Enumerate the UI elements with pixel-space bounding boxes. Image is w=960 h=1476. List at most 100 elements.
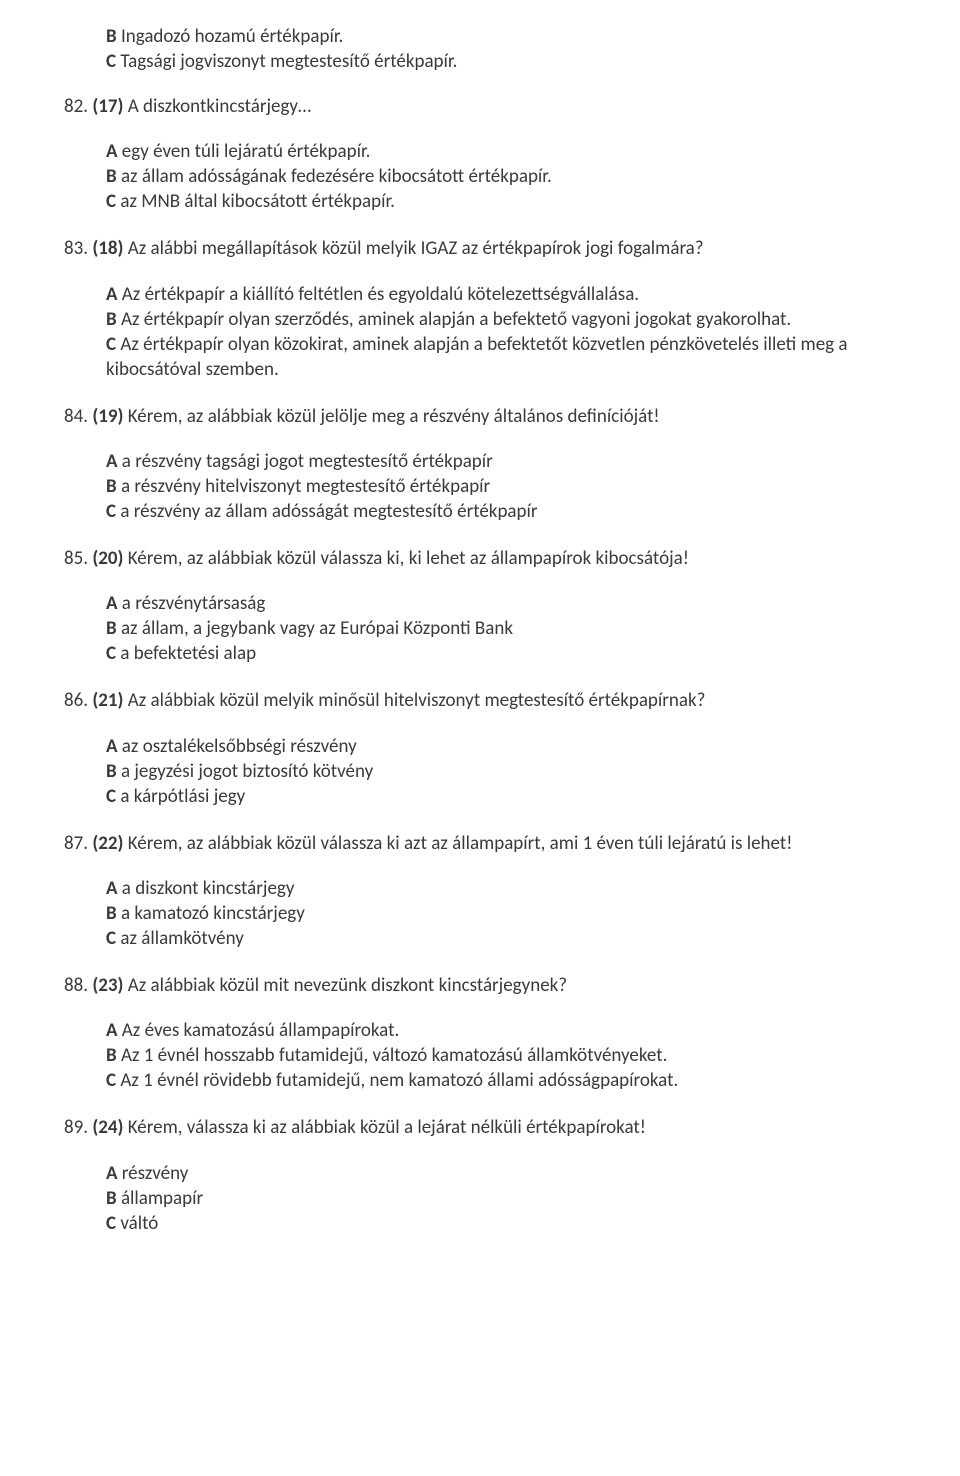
question-block: 87. (22) Kérem, az alábbiak közül válass…	[64, 831, 904, 951]
option-text: a részvénytársaság	[118, 592, 266, 615]
option-letter: C	[106, 1212, 116, 1235]
question-number: 83.	[64, 237, 92, 260]
question-text: Az alábbiak közül melyik minősül hitelvi…	[123, 689, 705, 712]
question-ref: (24)	[92, 1116, 123, 1139]
option-row: B állampapír	[106, 1186, 904, 1211]
question-number: 85.	[64, 547, 92, 570]
option-text: Az értékpapír a kiállító feltétlen és eg…	[118, 283, 640, 306]
option-row: C Az értékpapír olyan közokirat, aminek …	[106, 332, 904, 382]
option-row: B a jegyzési jogot biztosító kötvény	[106, 759, 904, 784]
option-row: B a kamatozó kincstárjegy	[106, 901, 904, 926]
option-text: részvény	[118, 1162, 189, 1185]
question-text: Az alábbi megállapítások közül melyik IG…	[123, 237, 703, 260]
question-text: Kérem, az alábbiak közül válassza ki, ki…	[123, 547, 688, 570]
options: A a részvénytársaságB az állam, a jegyba…	[106, 591, 904, 666]
question-text: Kérem, az alábbiak közül válassza ki azt…	[123, 832, 792, 855]
option-text: az államkötvény	[116, 927, 244, 950]
option-text: a részvény az állam adósságát megtestesí…	[116, 500, 537, 523]
question-text: Kérem, válassza ki az alábbiak közül a l…	[123, 1116, 645, 1139]
option-text: a diszkont kincstárjegy	[118, 877, 295, 900]
option-text: Az 1 évnél rövidebb futamidejű, nem kama…	[116, 1069, 678, 1092]
question-ref: (19)	[92, 405, 123, 428]
question-number: 86.	[64, 689, 92, 712]
option-row: C a kárpótlási jegy	[106, 784, 904, 809]
option-letter: A	[106, 283, 118, 306]
option-letter: B	[106, 165, 117, 188]
option-row: C Tagsági jogviszonyt megtestesítő érték…	[106, 49, 904, 74]
option-row: A Az éves kamatozású állampapírokat.	[106, 1018, 904, 1043]
question-line: 84. (19) Kérem, az alábbiak közül jelölj…	[64, 404, 904, 429]
question-block: 89. (24) Kérem, válassza ki az alábbiak …	[64, 1115, 904, 1235]
question-line: 87. (22) Kérem, az alábbiak közül válass…	[64, 831, 904, 856]
options: A Az éves kamatozású állampapírokat.B Az…	[106, 1018, 904, 1093]
option-text: az osztalékelsőbbségi részvény	[118, 735, 357, 758]
option-row: C az MNB által kibocsátott értékpapír.	[106, 189, 904, 214]
option-letter: A	[106, 140, 118, 163]
option-letter: C	[106, 500, 116, 523]
option-letter: C	[106, 50, 116, 73]
option-letter: A	[106, 877, 118, 900]
option-row: B a részvény hitelviszonyt megtestesítő …	[106, 474, 904, 499]
option-letter: C	[106, 190, 116, 213]
option-row: A a részvénytársaság	[106, 591, 904, 616]
option-letter: C	[106, 1069, 116, 1092]
option-letter: C	[106, 785, 116, 808]
option-text: a kárpótlási jegy	[116, 785, 245, 808]
option-letter: C	[106, 333, 116, 356]
question-block: 83. (18) Az alábbi megállapítások közül …	[64, 236, 904, 381]
question-line: 83. (18) Az alábbi megállapítások közül …	[64, 236, 904, 261]
option-text: váltó	[116, 1212, 158, 1235]
question-text: Kérem, az alábbiak közül jelölje meg a r…	[123, 405, 659, 428]
option-text: állampapír	[117, 1187, 203, 1210]
question-line: 85. (20) Kérem, az alábbiak közül válass…	[64, 546, 904, 571]
option-row: A a részvény tagsági jogot megtestesítő …	[106, 449, 904, 474]
spacer	[64, 714, 904, 732]
question-number: 84.	[64, 405, 92, 428]
spacer	[64, 571, 904, 589]
question-line: 88. (23) Az alábbiak közül mit nevezünk …	[64, 973, 904, 998]
option-text: Az éves kamatozású állampapírokat.	[118, 1019, 400, 1042]
question-text: Az alábbiak közül mit nevezünk diszkont …	[123, 974, 567, 997]
question-ref: (17)	[92, 95, 123, 118]
option-text: Az értékpapír olyan közokirat, aminek al…	[106, 333, 848, 381]
option-letter: A	[106, 592, 118, 615]
spacer	[64, 119, 904, 137]
question-block: 85. (20) Kérem, az alábbiak közül válass…	[64, 546, 904, 666]
option-row: B az állam, a jegybank vagy az Európai K…	[106, 616, 904, 641]
option-row: A részvény	[106, 1161, 904, 1186]
option-letter: B	[106, 25, 117, 48]
option-row: A egy éven túli lejáratú értékpapír.	[106, 139, 904, 164]
option-letter: B	[106, 760, 117, 783]
question-block: 88. (23) Az alábbiak közül mit nevezünk …	[64, 973, 904, 1093]
option-row: B az állam adósságának fedezésére kibocs…	[106, 164, 904, 189]
question-number: 82.	[64, 95, 92, 118]
options: A a diszkont kincstárjegyB a kamatozó ki…	[106, 876, 904, 951]
option-letter: A	[106, 735, 118, 758]
question-number: 87.	[64, 832, 92, 855]
spacer	[64, 262, 904, 280]
option-row: B Az értékpapír olyan szerződés, aminek …	[106, 307, 904, 332]
question-ref: (22)	[92, 832, 123, 855]
spacer	[64, 1141, 904, 1159]
option-letter: A	[106, 1019, 118, 1042]
options: A részvényB állampapírC váltó	[106, 1161, 904, 1236]
option-letter: B	[106, 1044, 117, 1067]
option-letter: C	[106, 642, 116, 665]
option-row: C Az 1 évnél rövidebb futamidejű, nem ka…	[106, 1068, 904, 1093]
options: A egy éven túli lejáratú értékpapír.B az…	[106, 139, 904, 214]
option-text: Az értékpapír olyan szerződés, aminek al…	[117, 308, 792, 331]
options: A az osztalékelsőbbségi részvényB a jegy…	[106, 734, 904, 809]
option-row: C az államkötvény	[106, 926, 904, 951]
options: A Az értékpapír a kiállító feltétlen és …	[106, 282, 904, 382]
option-text: az MNB által kibocsátott értékpapír.	[116, 190, 395, 213]
option-text: Ingadozó hozamú értékpapír.	[121, 25, 343, 48]
questions-container: 82. (17) A diszkontkincstárjegy…A egy év…	[64, 94, 904, 1236]
option-text: a kamatozó kincstárjegy	[117, 902, 305, 925]
option-text: Tagsági jogviszonyt megtestesítő értékpa…	[120, 50, 457, 73]
option-text: a befektetési alap	[116, 642, 256, 665]
option-text: a részvény hitelviszonyt megtestesítő ér…	[117, 475, 491, 498]
question-ref: (23)	[92, 974, 123, 997]
question-block: 86. (21) Az alábbiak közül melyik minősü…	[64, 688, 904, 808]
question-ref: (20)	[92, 547, 123, 570]
spacer	[64, 998, 904, 1016]
